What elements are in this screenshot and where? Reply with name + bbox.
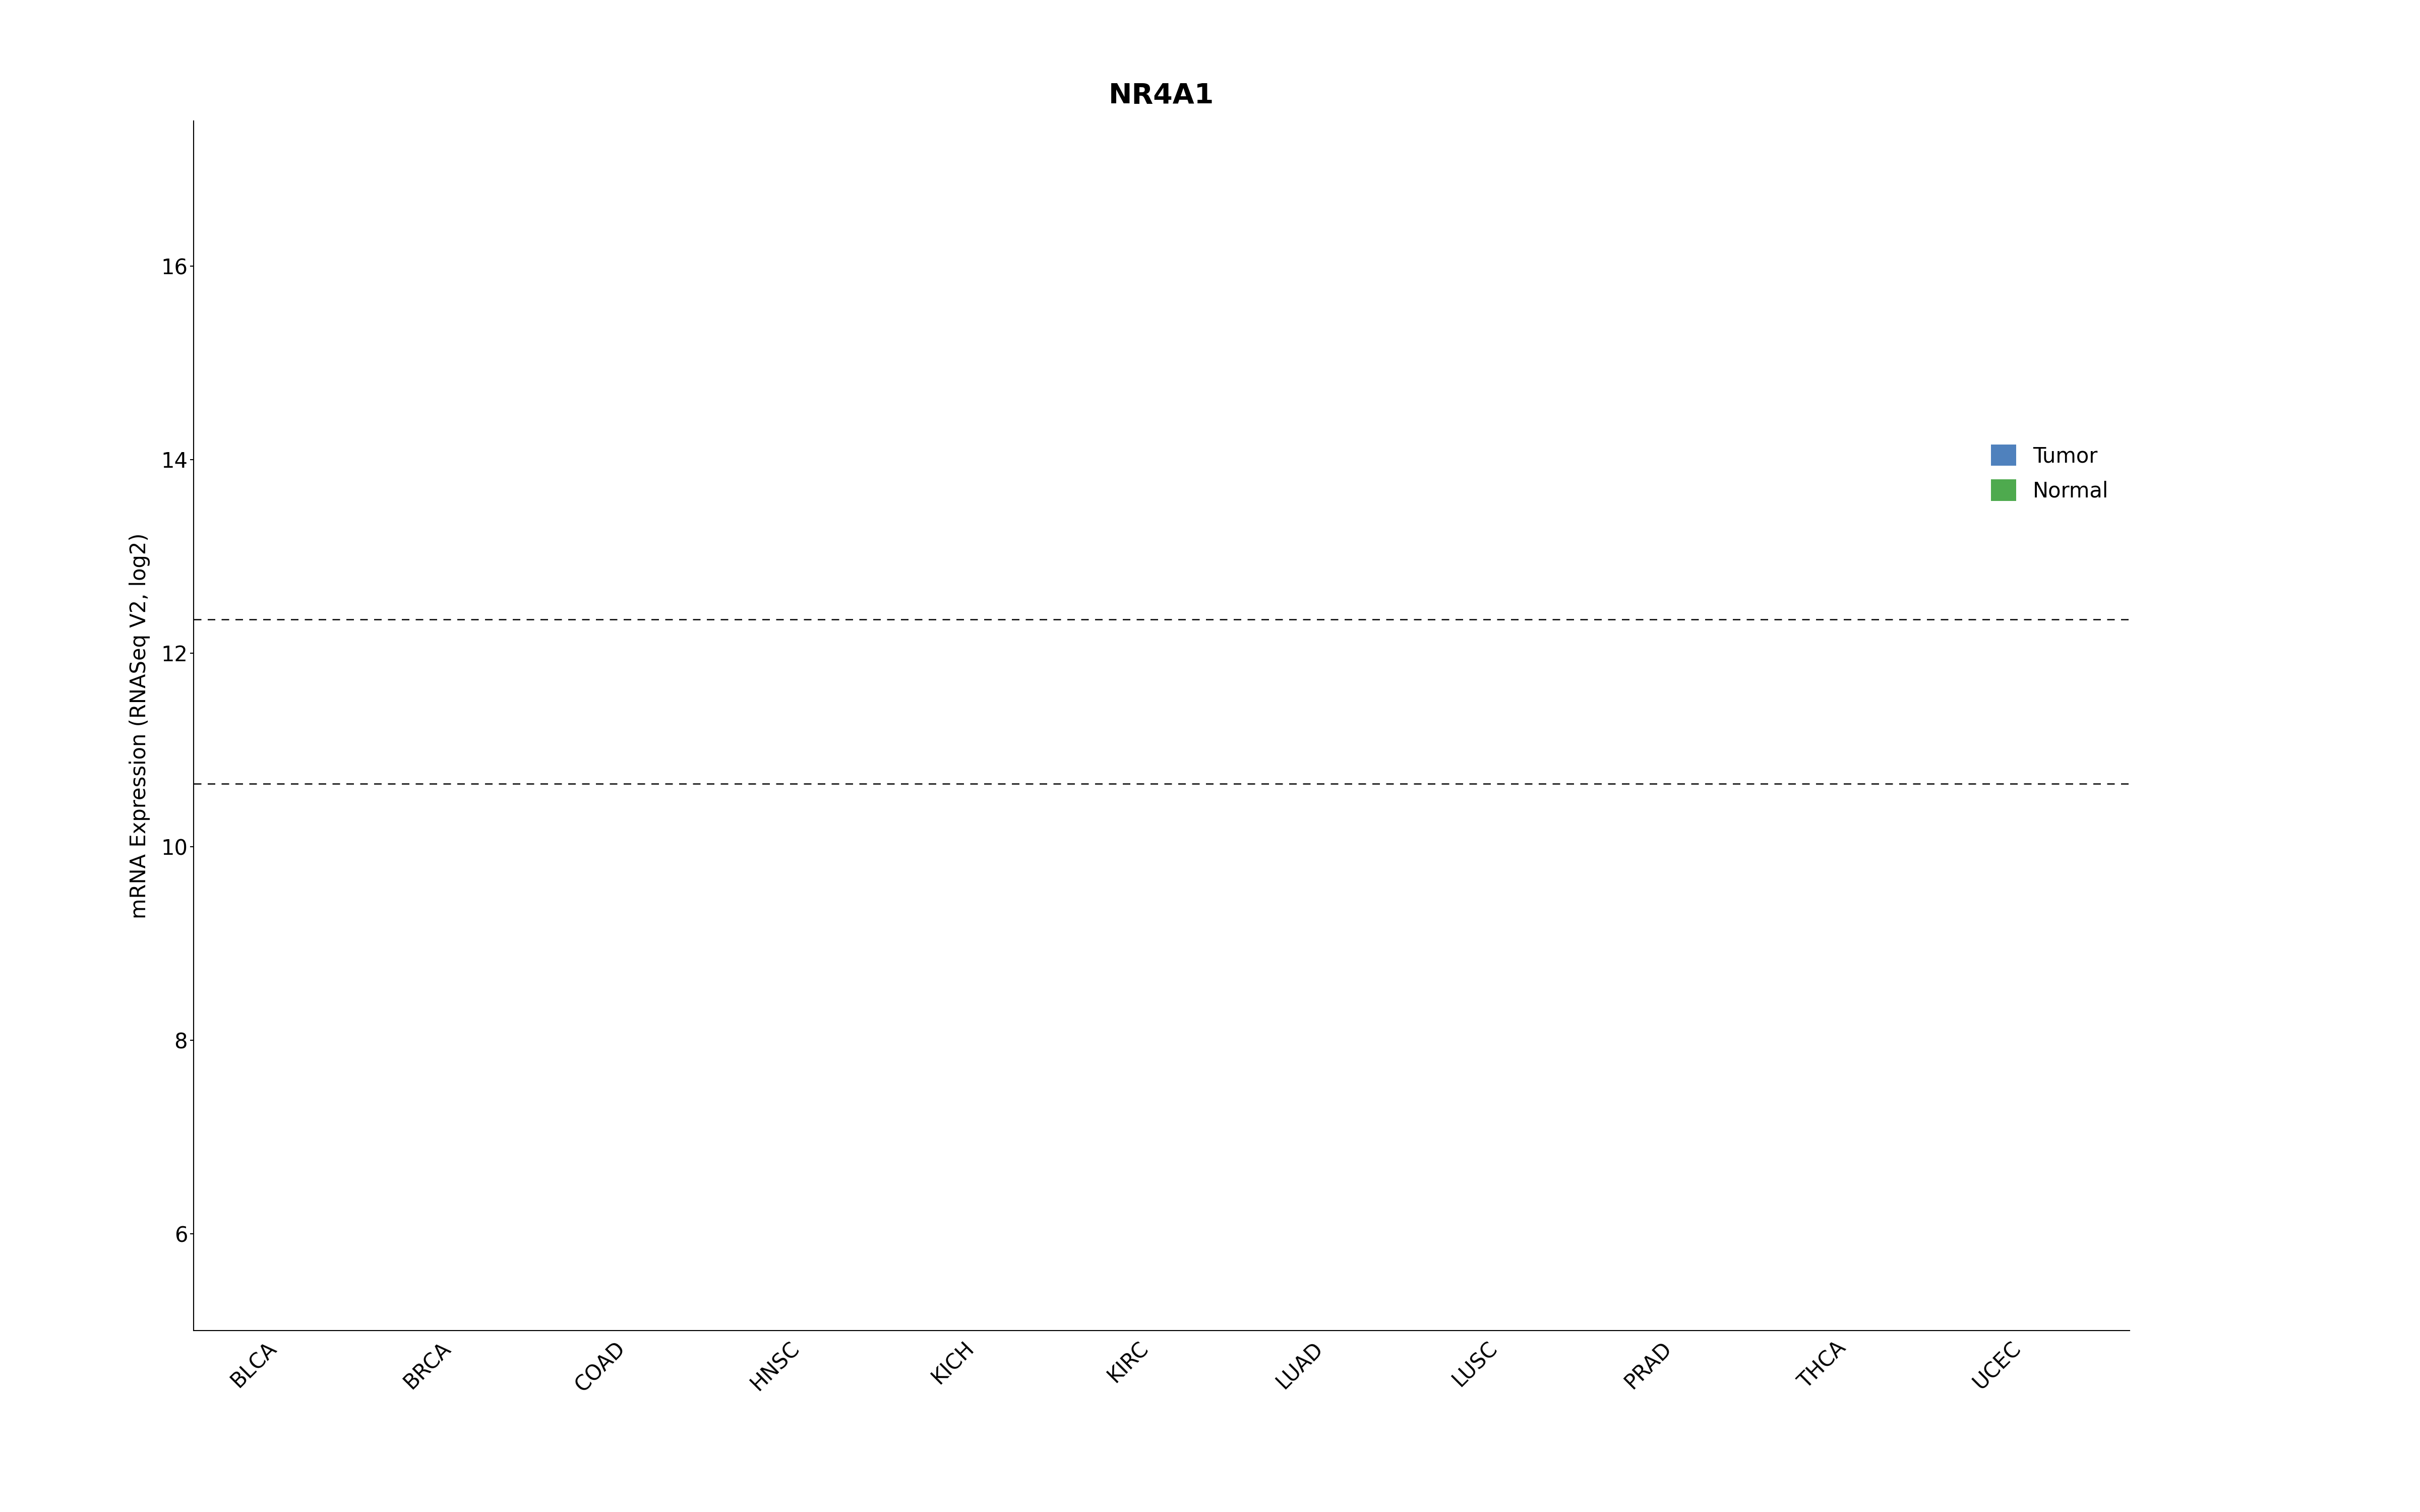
Title: NR4A1: NR4A1	[1108, 82, 1215, 109]
Y-axis label: mRNA Expression (RNASeq V2, log2): mRNA Expression (RNASeq V2, log2)	[128, 532, 150, 919]
Legend: Tumor, Normal: Tumor, Normal	[1980, 434, 2120, 513]
